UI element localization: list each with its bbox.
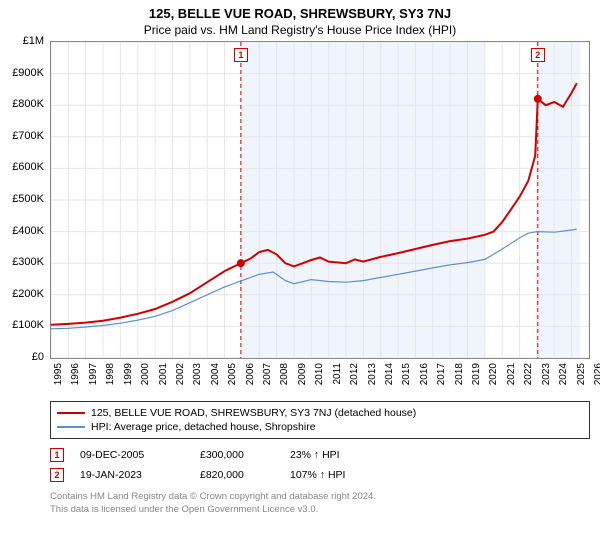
legend-item: HPI: Average price, detached house, Shro… [57,420,583,434]
x-tick-label: 1996 [70,363,81,385]
x-tick-label: 2025 [576,363,587,385]
x-tick-label: 1998 [105,363,116,385]
footer-line-1: Contains HM Land Registry data © Crown c… [50,491,590,504]
chart-container: 125, BELLE VUE ROAD, SHREWSBURY, SY3 7NJ… [0,0,600,560]
y-tick-label: £200K [12,288,44,300]
x-axis-labels: 1995 1996 1997 1998 1999 2000 2001 2002 2003 2004… [50,359,590,397]
x-tick-label: 2019 [471,363,482,385]
sale-hpi-diff: 107% ↑ HPI [290,469,390,481]
x-tick-label: 2006 [245,363,256,385]
chart-title: 125, BELLE VUE ROAD, SHREWSBURY, SY3 7NJ [0,0,600,21]
x-tick-label: 1995 [53,363,64,385]
sale-date: 19-JAN-2023 [80,469,200,481]
x-tick-label: 2016 [419,363,430,385]
x-tick-label: 2014 [384,363,395,385]
y-axis-labels: £0£100K£200K£300K£400K£500K£600K£700K£80… [0,41,48,359]
sale-hpi-diff: 23% ↑ HPI [290,449,390,461]
legend-label: HPI: Average price, detached house, Shro… [91,421,316,433]
x-tick-label: 2000 [140,363,151,385]
y-tick-label: £1M [23,35,44,47]
x-tick-label: 2007 [262,363,273,385]
sales-table: 1 09-DEC-2005£300,00023% ↑ HPI 2 19-JAN-202… [50,445,590,485]
y-tick-label: £700K [12,130,44,142]
sale-marker-badge: 1 [50,448,64,462]
y-tick-label: £300K [12,256,44,268]
x-tick-label: 2004 [210,363,221,385]
x-tick-label: 2026 [593,363,600,385]
x-tick-label: 2015 [401,363,412,385]
x-tick-label: 2018 [454,363,465,385]
sale-marker-badge: 2 [50,468,64,482]
sales-row: 2 19-JAN-2023£820,000107% ↑ HPI [50,465,590,485]
x-tick-label: 2024 [558,363,569,385]
x-tick-label: 2005 [227,363,238,385]
x-tick-label: 2002 [175,363,186,385]
x-tick-label: 2001 [158,363,169,385]
x-tick-label: 2012 [349,363,360,385]
sale-price: £300,000 [200,449,290,461]
y-tick-label: £100K [12,319,44,331]
x-tick-label: 2011 [332,363,343,385]
sale-date: 09-DEC-2005 [80,449,200,461]
chart-svg [51,42,589,358]
x-tick-label: 2017 [436,363,447,385]
y-tick-label: £600K [12,161,44,173]
legend-label: 125, BELLE VUE ROAD, SHREWSBURY, SY3 7NJ… [91,407,416,419]
x-tick-label: 1997 [88,363,99,385]
x-tick-label: 2021 [506,363,517,385]
y-tick-label: £900K [12,67,44,79]
footer-line-2: This data is licensed under the Open Gov… [50,504,590,517]
plot-area: 12 [50,41,590,359]
x-tick-label: 2023 [541,363,552,385]
legend-swatch [57,412,85,414]
attribution-footer: Contains HM Land Registry data © Crown c… [50,491,590,517]
chart-subtitle: Price paid vs. HM Land Registry's House … [0,21,600,41]
x-tick-label: 2022 [523,363,534,385]
sale-marker-2: 2 [531,48,545,62]
legend-swatch [57,426,85,427]
x-tick-label: 2013 [367,363,378,385]
sale-marker-1: 1 [234,48,248,62]
x-tick-label: 2008 [279,363,290,385]
legend-item: 125, BELLE VUE ROAD, SHREWSBURY, SY3 7NJ… [57,406,583,420]
y-tick-label: £500K [12,193,44,205]
y-tick-label: £400K [12,225,44,237]
x-tick-label: 2009 [297,363,308,385]
sales-row: 1 09-DEC-2005£300,00023% ↑ HPI [50,445,590,465]
y-tick-label: £800K [12,98,44,110]
y-tick-label: £0 [32,351,44,363]
x-tick-label: 2020 [488,363,499,385]
legend: 125, BELLE VUE ROAD, SHREWSBURY, SY3 7NJ… [50,401,590,439]
x-tick-label: 1999 [123,363,134,385]
sale-price: £820,000 [200,469,290,481]
x-tick-label: 2010 [314,363,325,385]
x-tick-label: 2003 [192,363,203,385]
